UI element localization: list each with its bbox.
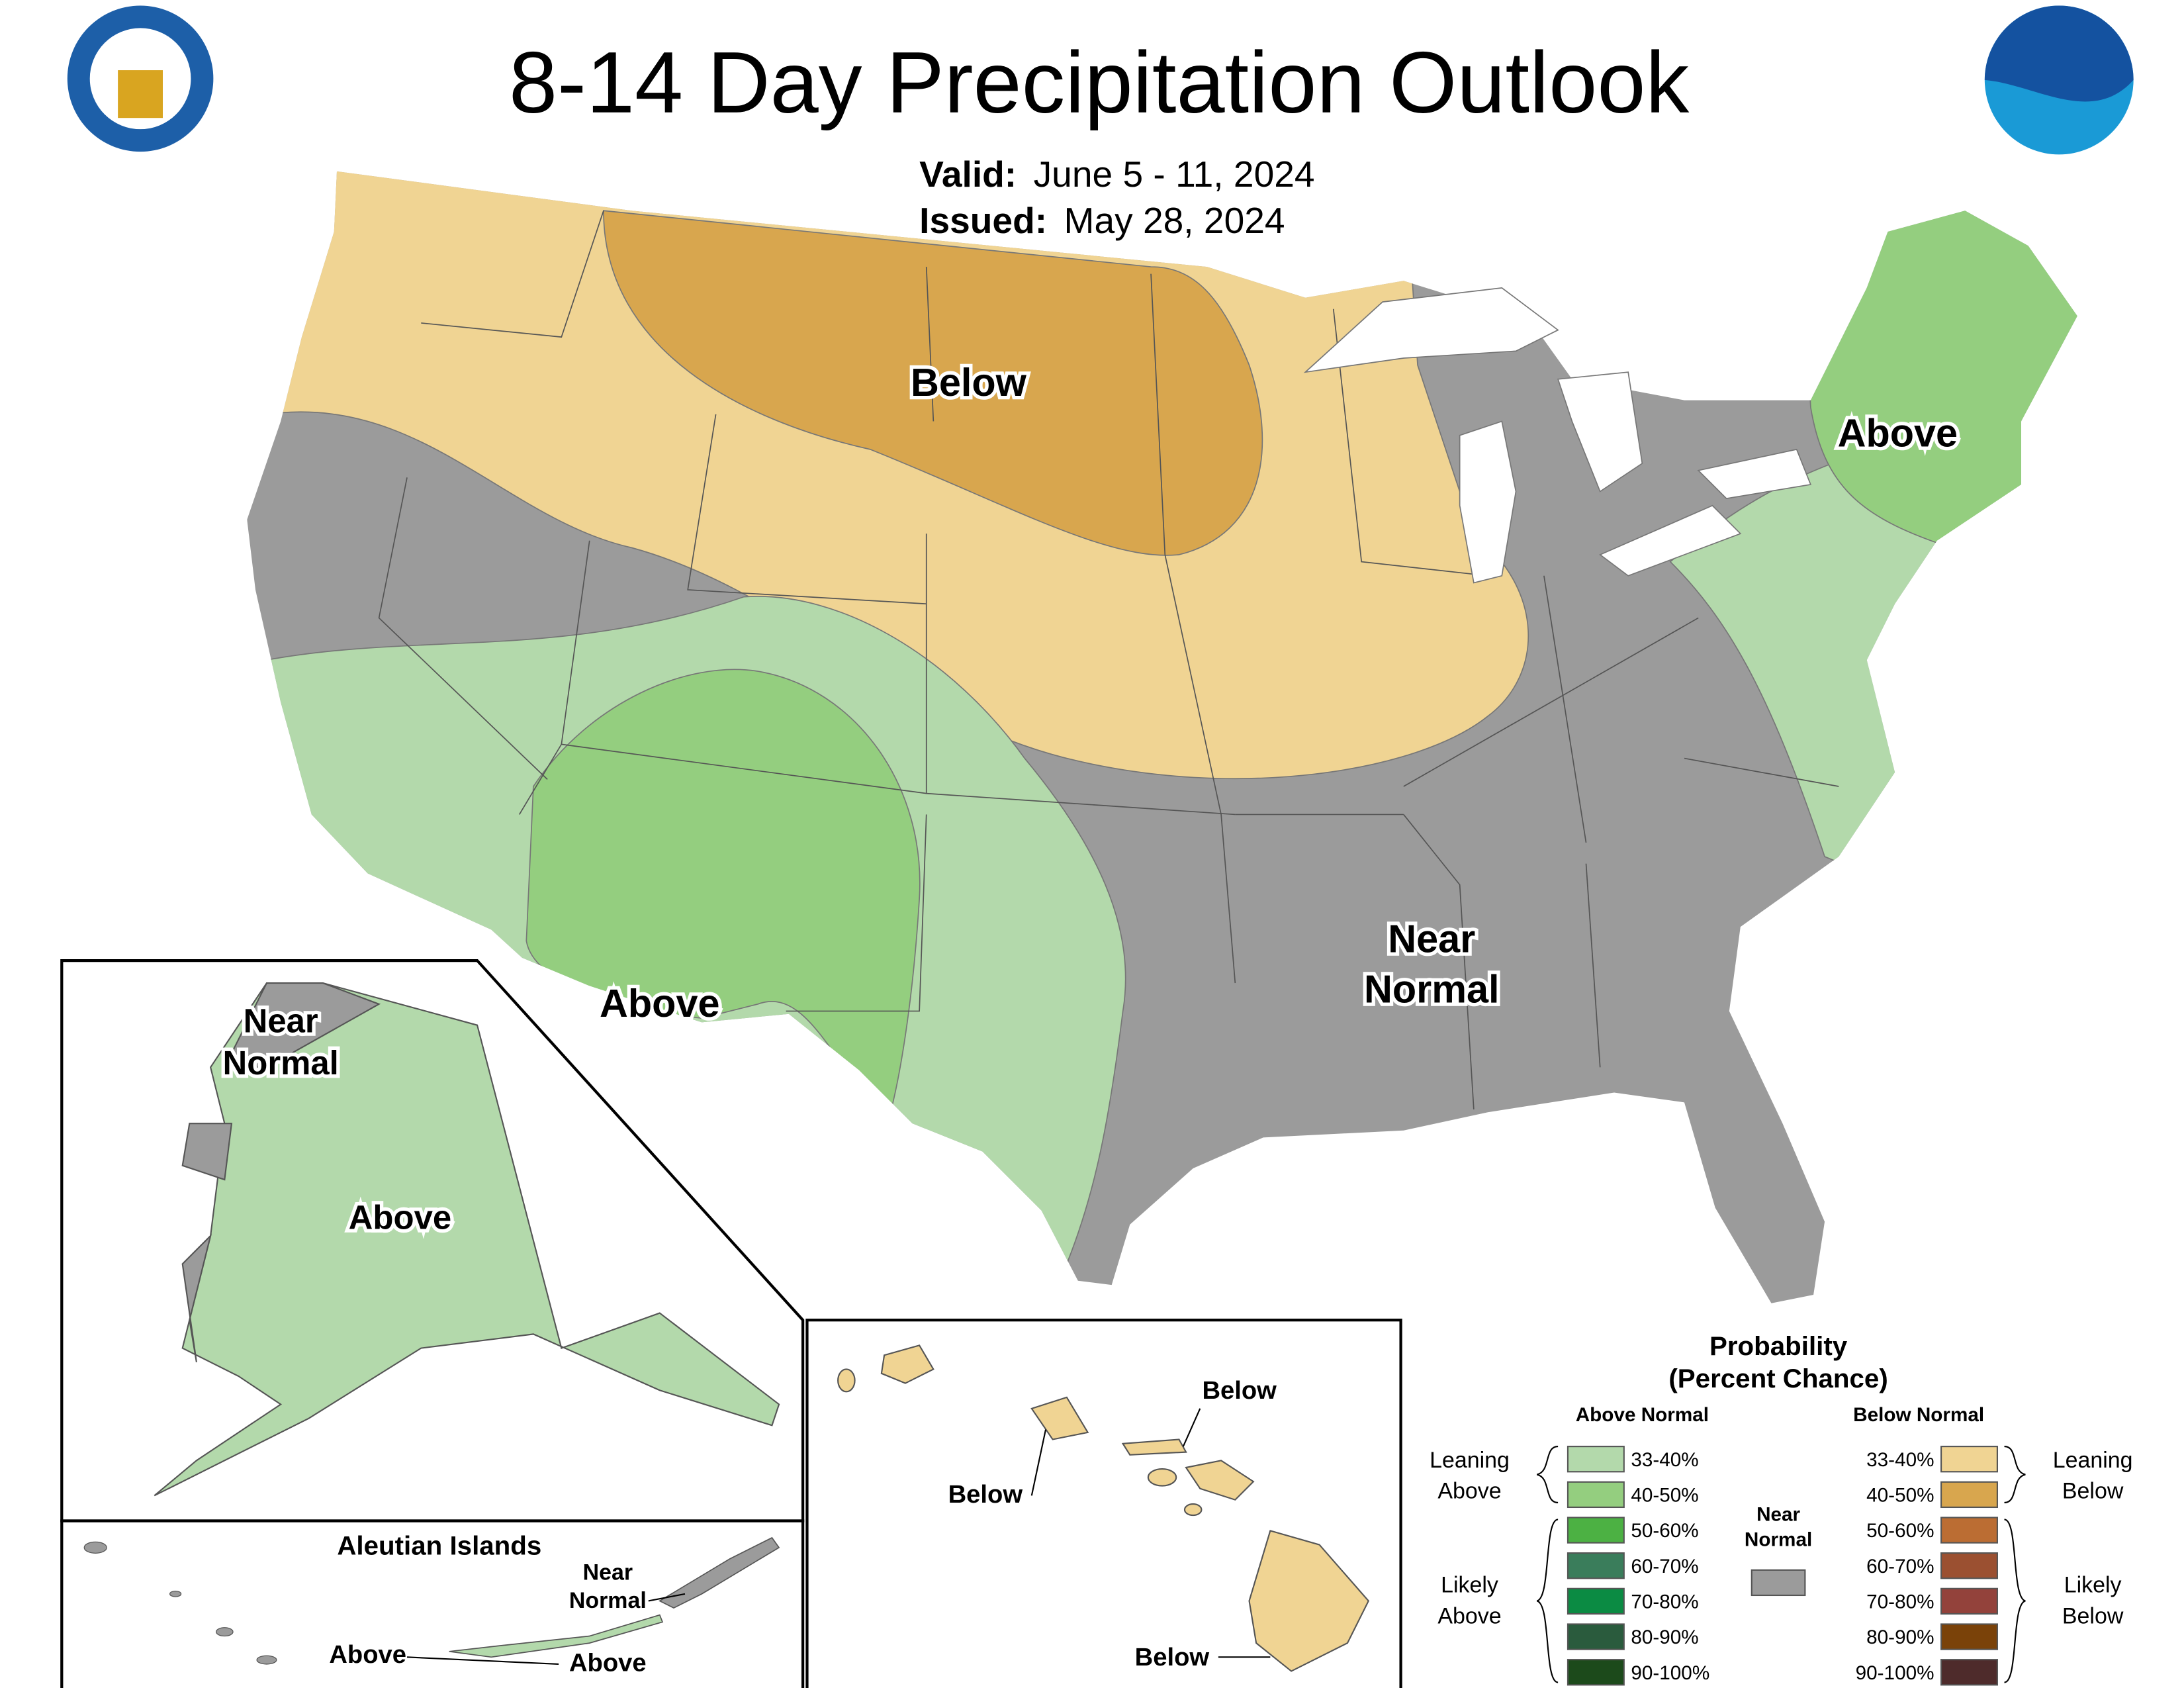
above-40-ne bbox=[1796, 171, 2077, 549]
legend-header: Below Normal bbox=[1853, 1404, 1984, 1426]
legend-near: Near Normal bbox=[1745, 1504, 1812, 1551]
legend-swatch bbox=[1567, 1481, 1625, 1509]
legend-swatch bbox=[1567, 1517, 1625, 1544]
aleutian-near-area bbox=[659, 1536, 780, 1609]
valid-value: June 5 - 11, 2024 bbox=[1034, 154, 1315, 195]
legend-swatch bbox=[1940, 1481, 1998, 1509]
label-line: Above bbox=[1437, 1603, 1501, 1628]
legend-title: Probability bbox=[1709, 1331, 1848, 1361]
above-40-area bbox=[525, 669, 921, 1111]
legend-range: 33-40% bbox=[1866, 1449, 1934, 1471]
legend-range: 60-70% bbox=[1866, 1556, 1934, 1577]
legend-swatch bbox=[1940, 1623, 1998, 1650]
legend-swatch bbox=[1567, 1587, 1625, 1615]
great-lakes bbox=[1303, 287, 1812, 584]
label-line: Near bbox=[583, 1560, 633, 1585]
label-line: Near bbox=[244, 1002, 318, 1039]
label-line: Normal bbox=[223, 1044, 339, 1082]
legend-range: 90-100% bbox=[1856, 1662, 1934, 1684]
leader-line bbox=[1030, 1429, 1047, 1496]
inset-title: Aleutian Islands bbox=[337, 1530, 541, 1560]
label-line: Below bbox=[2062, 1479, 2124, 1504]
legend-braces bbox=[1536, 1446, 2026, 1683]
region-label: Near Normal bbox=[569, 1560, 647, 1613]
legend-swatch bbox=[1940, 1517, 1998, 1544]
legend-range: 33-40% bbox=[1631, 1449, 1698, 1471]
legend-swatch bbox=[1567, 1446, 1625, 1473]
legend-swatch bbox=[1940, 1659, 1998, 1686]
legend-group: Leaning Above bbox=[1430, 1448, 1510, 1504]
doc-seal-shield bbox=[118, 70, 163, 118]
aleutian-islands-west bbox=[83, 1541, 277, 1665]
region-label: Above bbox=[569, 1649, 647, 1677]
region-label: Above bbox=[329, 1640, 406, 1669]
legend-group: Likely Below bbox=[2062, 1573, 2124, 1629]
label-line: Near bbox=[1388, 916, 1475, 961]
legend-range: 40-50% bbox=[1866, 1484, 1934, 1506]
region-label: Below bbox=[911, 360, 1027, 404]
region-label: Above bbox=[600, 981, 719, 1025]
legend-swatch bbox=[1940, 1446, 1998, 1473]
label-line: Likely bbox=[2064, 1573, 2122, 1598]
legend-range: 90-100% bbox=[1631, 1662, 1709, 1684]
legend-subtitle: (Percent Chance) bbox=[1668, 1364, 1888, 1393]
label-line: Leaning bbox=[1430, 1448, 1510, 1473]
below-40-area bbox=[603, 210, 1263, 556]
region-label: Near Normal bbox=[1364, 916, 1500, 1011]
label-line: Normal bbox=[1364, 967, 1500, 1011]
legend-swatch bbox=[1567, 1623, 1625, 1650]
legend-range: 70-80% bbox=[1631, 1591, 1698, 1613]
legend-swatch bbox=[1567, 1552, 1625, 1579]
region-label: Below bbox=[948, 1480, 1023, 1509]
label-line: Leaning bbox=[2053, 1448, 2133, 1473]
valid-label: Valid: bbox=[919, 154, 1017, 195]
alaska-near-area bbox=[181, 982, 381, 1362]
issued: Issued: May 28, 2024 bbox=[919, 200, 1285, 241]
legend-swatch bbox=[1940, 1552, 1998, 1579]
state-lines bbox=[378, 210, 1839, 1110]
region-label: Near Normal bbox=[223, 1002, 339, 1082]
legend-range: 50-60% bbox=[1631, 1520, 1698, 1542]
region-label: Below bbox=[1202, 1376, 1277, 1405]
region-label: Above bbox=[1838, 411, 1958, 455]
hawaii-islands bbox=[837, 1344, 1370, 1672]
label-line: Near bbox=[1756, 1504, 1800, 1526]
legend-range: 40-50% bbox=[1631, 1484, 1698, 1506]
region-label: Below bbox=[1135, 1643, 1210, 1671]
legend-swatch bbox=[1940, 1587, 1998, 1615]
label-line: Normal bbox=[1745, 1529, 1812, 1551]
legend-group: Likely Above bbox=[1437, 1573, 1501, 1629]
issued-value: May 28, 2024 bbox=[1064, 200, 1285, 241]
legend-range: 50-60% bbox=[1866, 1520, 1934, 1542]
legend-header: Above Normal bbox=[1576, 1404, 1709, 1426]
legend-range: 80-90% bbox=[1866, 1626, 1934, 1648]
leader-line bbox=[1182, 1408, 1201, 1447]
leader-line bbox=[648, 1593, 686, 1602]
issued-label: Issued: bbox=[919, 200, 1047, 241]
legend-range: 80-90% bbox=[1631, 1626, 1698, 1648]
region-label: Above bbox=[349, 1198, 452, 1236]
aleutian-above-area bbox=[449, 1614, 664, 1658]
label-line: Below bbox=[2062, 1603, 2124, 1628]
legend-swatch bbox=[1751, 1569, 1806, 1597]
legend: Probability (Percent Chance) Above Norma… bbox=[1430, 1331, 2133, 1686]
noaa-logo-top bbox=[1984, 5, 2134, 102]
legend-range: 70-80% bbox=[1866, 1591, 1934, 1613]
legend-range: 60-70% bbox=[1631, 1556, 1698, 1577]
legend-group: Leaning Below bbox=[2053, 1448, 2133, 1504]
valid: Valid: June 5 - 11, 2024 bbox=[919, 154, 1314, 195]
label-line: Likely bbox=[1441, 1573, 1498, 1598]
label-line: Normal bbox=[569, 1588, 647, 1613]
leader-line bbox=[406, 1656, 559, 1665]
title: 8-14 Day Precipitation Outlook bbox=[509, 34, 1689, 131]
label-line: Above bbox=[1437, 1479, 1501, 1504]
legend-swatch bbox=[1567, 1659, 1625, 1686]
